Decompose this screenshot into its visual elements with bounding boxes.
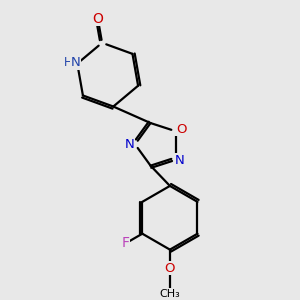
Text: N: N: [70, 56, 80, 69]
Text: N: N: [125, 138, 134, 151]
Text: CH₃: CH₃: [160, 289, 180, 299]
Text: O: O: [92, 12, 103, 26]
Text: O: O: [165, 262, 175, 275]
Text: O: O: [176, 123, 186, 136]
Text: N: N: [175, 154, 185, 166]
Text: H: H: [64, 56, 72, 69]
Text: F: F: [122, 236, 130, 250]
